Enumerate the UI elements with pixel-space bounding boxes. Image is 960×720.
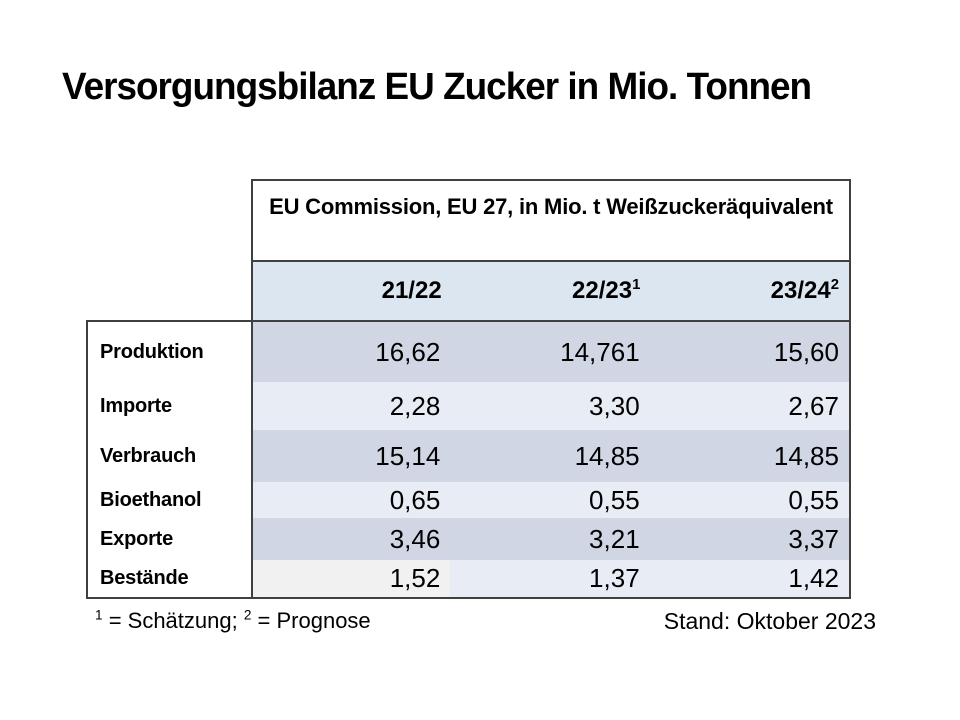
value-cell: 2,28 [389, 390, 441, 421]
row-label-bioethanol: Bioethanol [100, 488, 202, 511]
table-row-bioethanol: 0,65 0,55 0,55 [251, 482, 849, 518]
column-header-label: 23/24 [770, 277, 831, 304]
value-cell: 16,62 [375, 336, 441, 367]
row-label-verbrauch: Verbrauch [100, 444, 197, 467]
footnote-text-1: = Schätzung; [102, 608, 244, 633]
status-date: Stand: Oktober 2023 [663, 608, 876, 634]
row-label-importe: Importe [100, 394, 172, 417]
value-cell: 14,85 [773, 440, 839, 471]
column-header-23-24: 23/242 [650, 262, 849, 320]
table-data-area: 16,62 14,761 15,60 2,28 3,30 2,67 15,14 … [251, 322, 851, 599]
column-header-label: 22/23 [572, 277, 633, 304]
value-cell: 3,37 [788, 523, 839, 554]
table-column-header-row: 21/22 22/231 23/242 [251, 262, 851, 322]
table-row-verbrauch: 15,14 14,85 14,85 [251, 430, 849, 482]
value-cell: 1,42 [788, 563, 839, 593]
table-label-column: Produktion Importe Verbrauch Bioethanol … [86, 320, 253, 599]
value-cell: 14,85 [574, 440, 640, 471]
value-cell: 15,14 [375, 440, 441, 471]
column-header-22-23: 22/231 [452, 262, 651, 320]
table-row-importe: 2,28 3,30 2,67 [251, 382, 849, 430]
value-cell: 3,21 [589, 523, 640, 554]
table-row-bestaende: 1,52 1,37 1,42 [251, 560, 849, 597]
footnote-superscript-2: 2 [243, 607, 252, 623]
value-cell: 1,37 [589, 563, 640, 593]
footnote-superscript-1: 1 [95, 607, 103, 623]
value-cell: 3,30 [589, 390, 640, 421]
column-header-superscript: 1 [632, 277, 641, 293]
value-cell: 15,60 [773, 336, 839, 367]
value-cell: 3,46 [389, 523, 441, 554]
footnote: 1 = Schätzung; 2 = Prognose [95, 608, 371, 634]
column-header-superscript: 2 [830, 277, 840, 293]
footnote-text-2: = Prognose [251, 608, 371, 633]
value-cell: 0,55 [589, 484, 640, 515]
table-row-exporte: 3,46 3,21 3,37 [251, 518, 849, 560]
column-header-21-22: 21/22 [253, 262, 452, 320]
column-header-label: 21/22 [381, 277, 442, 304]
table-title-cell: EU Commission, EU 27, in Mio. t Weißzuck… [251, 179, 851, 262]
value-cell: 1,52 [251, 560, 451, 597]
slide-title: Versorgungsbilanz EU Zucker in Mio. Tonn… [62, 66, 812, 108]
row-label-produktion: Produktion [100, 340, 204, 363]
value-cell: 2,67 [788, 390, 839, 421]
value-cell: 0,55 [788, 484, 839, 515]
row-label-bestaende: Bestände [100, 567, 189, 589]
value-cell: 14,761 [560, 336, 640, 367]
row-label-exporte: Exporte [100, 527, 174, 550]
value-cell: 0,65 [389, 484, 441, 515]
table-row-produktion: 16,62 14,761 15,60 [251, 322, 849, 382]
table-title-text: EU Commission, EU 27, in Mio. t Weißzuck… [269, 194, 833, 219]
